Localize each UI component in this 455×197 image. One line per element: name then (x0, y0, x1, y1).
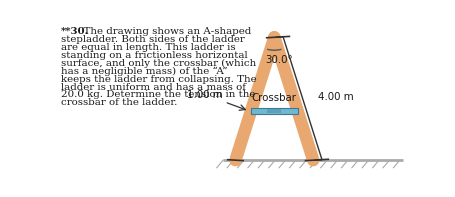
Text: standing on a frictionless horizontal: standing on a frictionless horizontal (61, 51, 247, 60)
Text: keeps the ladder from collapsing. The: keeps the ladder from collapsing. The (61, 75, 256, 84)
Text: 4.00 m: 4.00 m (318, 92, 353, 102)
Text: are equal in length. This ladder is: are equal in length. This ladder is (61, 43, 235, 52)
Text: 20.0 kg. Determine the tension in the: 20.0 kg. Determine the tension in the (61, 90, 255, 99)
Text: The drawing shows an A-shaped: The drawing shows an A-shaped (76, 28, 250, 36)
Text: **30.: **30. (61, 28, 89, 36)
Text: 1.00 m: 1.00 m (187, 90, 222, 100)
Text: Crossbar: Crossbar (251, 93, 296, 103)
Polygon shape (250, 108, 297, 114)
Polygon shape (267, 109, 281, 113)
Text: ladder is uniform and has a mass of: ladder is uniform and has a mass of (61, 83, 245, 92)
Text: crossbar of the ladder.: crossbar of the ladder. (61, 98, 177, 107)
Text: 30.0°: 30.0° (265, 56, 293, 65)
Text: has a negligible mass) of the “A”: has a negligible mass) of the “A” (61, 67, 227, 76)
Text: stepladder. Both sides of the ladder: stepladder. Both sides of the ladder (61, 35, 244, 44)
Text: surface, and only the crossbar (which: surface, and only the crossbar (which (61, 59, 256, 68)
